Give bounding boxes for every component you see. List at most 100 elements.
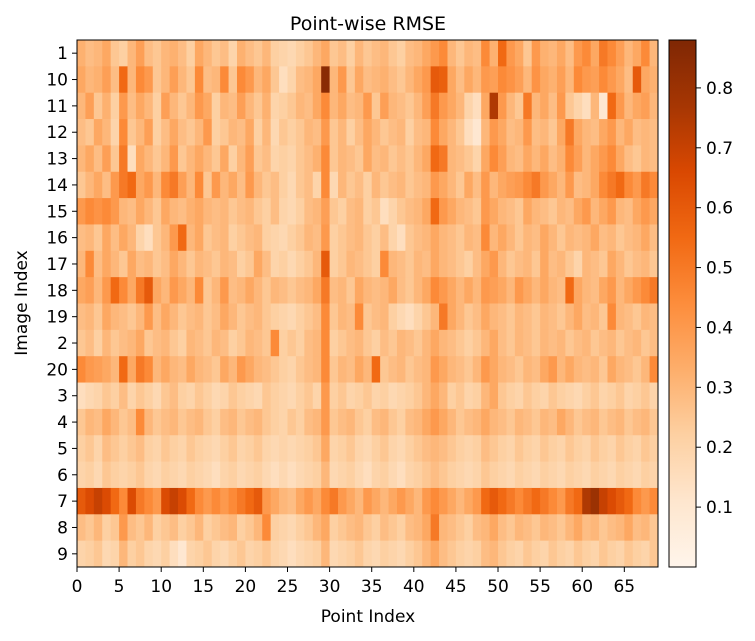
heatmap-cell — [472, 250, 482, 278]
heatmap-cell — [548, 329, 558, 357]
heatmap-cell — [380, 329, 389, 357]
heatmap-cell — [405, 145, 415, 173]
heatmap-cell — [186, 540, 196, 568]
heatmap-cell — [287, 435, 297, 462]
heatmap-cell — [194, 40, 204, 67]
heatmap-cell — [119, 435, 128, 462]
heatmap-cell — [228, 329, 238, 357]
heatmap-cell — [85, 487, 95, 515]
heatmap-cell — [253, 303, 263, 331]
heatmap-cell — [405, 356, 415, 383]
heatmap-cell — [144, 382, 154, 410]
heatmap-cell — [447, 303, 457, 331]
heatmap-cell — [102, 408, 112, 436]
heatmap-cell — [363, 514, 373, 542]
heatmap-cell — [615, 303, 625, 331]
heatmap-cell — [506, 198, 516, 225]
heatmap-cell — [135, 382, 145, 410]
heatmap-cell — [329, 277, 339, 304]
heatmap-cell — [338, 171, 347, 199]
heatmap-cell — [498, 461, 507, 489]
heatmap-cell — [439, 250, 448, 278]
heatmap-cell — [169, 435, 179, 462]
heatmap-cell — [590, 435, 600, 462]
heatmap-cell — [582, 277, 592, 304]
heatmap-cell — [321, 277, 331, 304]
heatmap-cell — [110, 461, 120, 489]
heatmap-cell — [203, 198, 213, 225]
heatmap-cell — [481, 514, 490, 542]
heatmap-cell — [582, 408, 592, 436]
heatmap-cell — [220, 540, 229, 568]
heatmap-cell — [447, 145, 457, 173]
heatmap-cell — [93, 435, 103, 462]
heatmap-cell — [371, 408, 381, 436]
heatmap-cell — [279, 145, 288, 173]
y-tick-label: 13 — [46, 150, 68, 170]
heatmap-cell — [363, 40, 373, 67]
heatmap-cell — [565, 171, 575, 199]
heatmap-cell — [329, 408, 339, 436]
heatmap-cell — [430, 461, 440, 489]
heatmap-cell — [540, 171, 549, 199]
heatmap-cell — [110, 540, 120, 568]
heatmap-cell — [489, 250, 499, 278]
heatmap-cell — [329, 145, 339, 173]
heatmap-cell — [396, 329, 406, 357]
heatmap-cell — [203, 540, 213, 568]
heatmap-cell — [178, 435, 187, 462]
heatmap-cell — [338, 461, 347, 489]
heatmap-cell — [211, 435, 221, 462]
heatmap-cell — [439, 277, 448, 304]
heatmap-cell — [632, 40, 642, 67]
heatmap-cell — [472, 277, 482, 304]
heatmap-cell — [329, 487, 339, 515]
heatmap-cell — [178, 250, 187, 278]
heatmap-cell — [498, 277, 507, 304]
heatmap-cell — [93, 514, 103, 542]
heatmap-cell — [472, 356, 482, 383]
heatmap-cell — [464, 40, 474, 67]
heatmap-cell — [489, 382, 499, 410]
heatmap-cell — [321, 92, 331, 120]
heatmap-cell — [169, 540, 179, 568]
heatmap-cell — [607, 514, 617, 542]
heatmap-cell — [615, 198, 625, 225]
heatmap-cell — [127, 66, 137, 94]
heatmap-cell — [464, 382, 474, 410]
heatmap-cell — [119, 171, 128, 199]
heatmap-cell — [102, 198, 112, 225]
x-tick-label: 60 — [571, 577, 593, 597]
heatmap-cell — [447, 329, 457, 357]
heatmap-cell — [354, 198, 364, 225]
heatmap-cell — [304, 277, 314, 304]
heatmap-cell — [624, 224, 634, 252]
heatmap-cell — [127, 408, 137, 436]
heatmap-cell — [388, 277, 398, 304]
heatmap-cell — [321, 356, 331, 383]
heatmap-cell — [556, 461, 566, 489]
heatmap-cell — [641, 303, 650, 331]
heatmap-cell — [85, 171, 95, 199]
heatmap-cell — [540, 329, 549, 357]
heatmap-cell — [144, 487, 154, 515]
heatmap-cell — [253, 408, 263, 436]
heatmap-cell — [178, 487, 187, 515]
heatmap-cell — [186, 487, 196, 515]
heatmap-cell — [498, 171, 507, 199]
heatmap-cell — [649, 408, 659, 436]
heatmap-cell — [607, 435, 617, 462]
heatmap-cell — [565, 40, 575, 67]
heatmap-cell — [203, 171, 213, 199]
heatmap-cell — [388, 145, 398, 173]
heatmap-cell — [380, 250, 389, 278]
heatmap-cell — [489, 119, 499, 146]
heatmap-cell — [186, 198, 196, 225]
heatmap-cell — [523, 171, 533, 199]
heatmap-cell — [506, 435, 516, 462]
heatmap-cell — [178, 303, 187, 331]
heatmap-cell — [363, 382, 373, 410]
heatmap-cell — [464, 461, 474, 489]
heatmap-cell — [203, 250, 213, 278]
heatmap-cell — [110, 145, 120, 173]
